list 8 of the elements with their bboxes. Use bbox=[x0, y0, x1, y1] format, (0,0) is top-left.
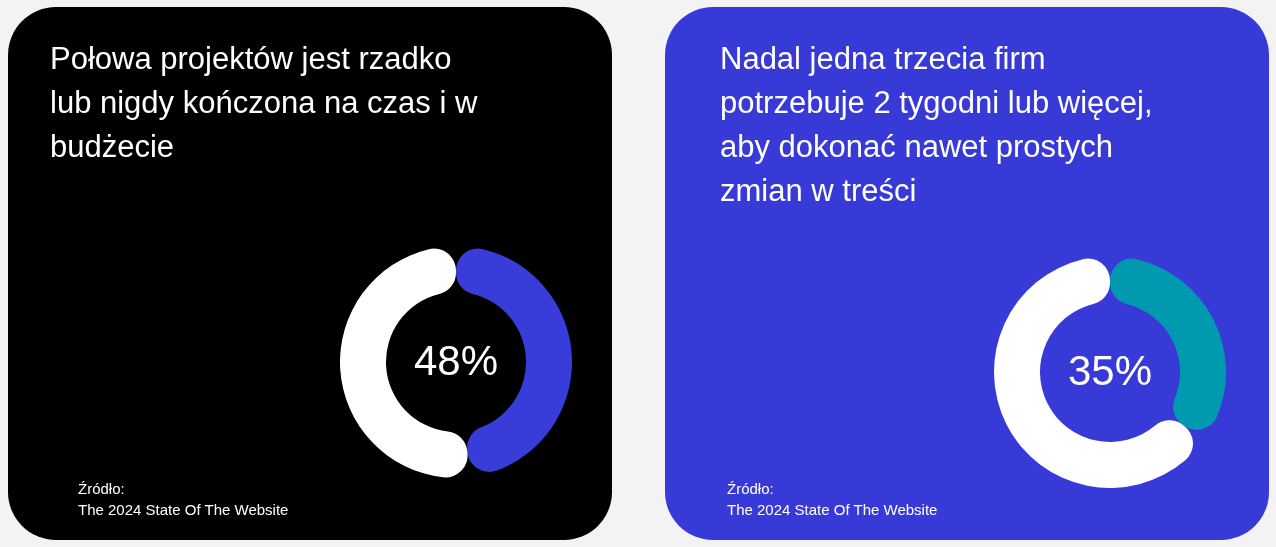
text: The 2024 State Of The Website bbox=[727, 501, 938, 518]
chart-title: Nadal jedna trzecia firm potrzebuje 2 tygodni lub więcej, aby dokonać nawet prostych zmian w treści bbox=[720, 41, 1153, 208]
text: The 2024 State Of The Website bbox=[78, 501, 289, 518]
data-label: 35% bbox=[1067, 347, 1153, 394]
data-label: 48% bbox=[413, 337, 499, 384]
chart-title: Połowa projektów jest rzadko lub nigdy kończona na czas i w budżecie bbox=[50, 41, 478, 164]
text: Źródło: bbox=[78, 480, 125, 497]
text: Źródło: bbox=[727, 480, 774, 497]
